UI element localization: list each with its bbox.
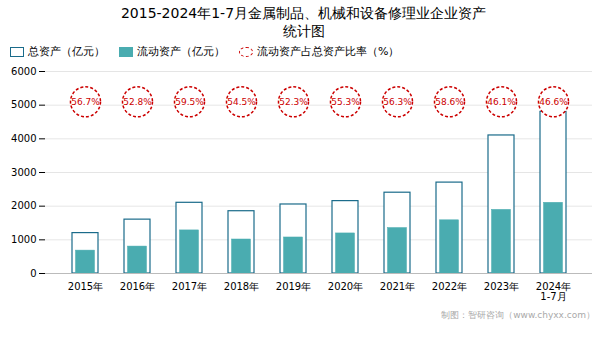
- svg-text:6000: 6000: [11, 66, 36, 77]
- svg-text:56.7%: 56.7%: [71, 97, 100, 107]
- html-text:制图：智研咨询（www.chyxx.com）: 制图：智研咨询（www.chyxx.com）: [441, 310, 595, 320]
- svg-text:46.1%: 46.1%: [487, 97, 516, 107]
- svg-text:3000: 3000: [11, 167, 36, 178]
- svg-text:2023年: 2023年: [484, 281, 519, 292]
- svg-text:0: 0: [30, 268, 36, 279]
- svg-text:2018年: 2018年: [224, 281, 259, 292]
- svg-text:2017年: 2017年: [172, 281, 207, 292]
- svg-text:54.5%: 54.5%: [227, 97, 256, 107]
- svg-text:58.6%: 58.6%: [435, 97, 464, 107]
- html-text:总资产（亿元）: 总资产（亿元）: [28, 45, 105, 58]
- svg-text:52.8%: 52.8%: [123, 97, 152, 107]
- html-text:统计图: 统计图: [282, 23, 325, 39]
- svg-text:4000: 4000: [11, 133, 36, 144]
- svg-text:2016年: 2016年: [120, 281, 155, 292]
- svg-text:59.5%: 59.5%: [175, 97, 204, 107]
- svg-text:2024年1-7月: 2024年1-7月: [536, 281, 571, 302]
- svg-text:2021年: 2021年: [380, 281, 415, 292]
- svg-text:2000: 2000: [11, 200, 36, 211]
- svg-text:46.6%: 46.6%: [539, 97, 568, 107]
- html-text:2015-2024年1-7月金属制品、机械和设备修理业企业资: 2015-2024年1-7月金属制品、机械和设备修理业企业资产: [120, 5, 487, 21]
- html-text:流动资产（亿元）: 流动资产（亿元）: [137, 45, 225, 58]
- svg-text:2022年: 2022年: [432, 281, 467, 292]
- svg-text:2015年: 2015年: [68, 281, 103, 292]
- svg-text:2019年: 2019年: [276, 281, 311, 292]
- html-text:流动资产占总资产比率（%）: 流动资产占总资产比率（%）: [257, 45, 400, 58]
- svg-text:52.3%: 52.3%: [279, 97, 308, 107]
- svg-text:56.3%: 56.3%: [383, 97, 412, 107]
- svg-text:1000: 1000: [11, 234, 36, 245]
- svg-text:5000: 5000: [11, 99, 36, 110]
- svg-text:55.3%: 55.3%: [331, 97, 360, 107]
- svg-text:2020年: 2020年: [328, 281, 363, 292]
